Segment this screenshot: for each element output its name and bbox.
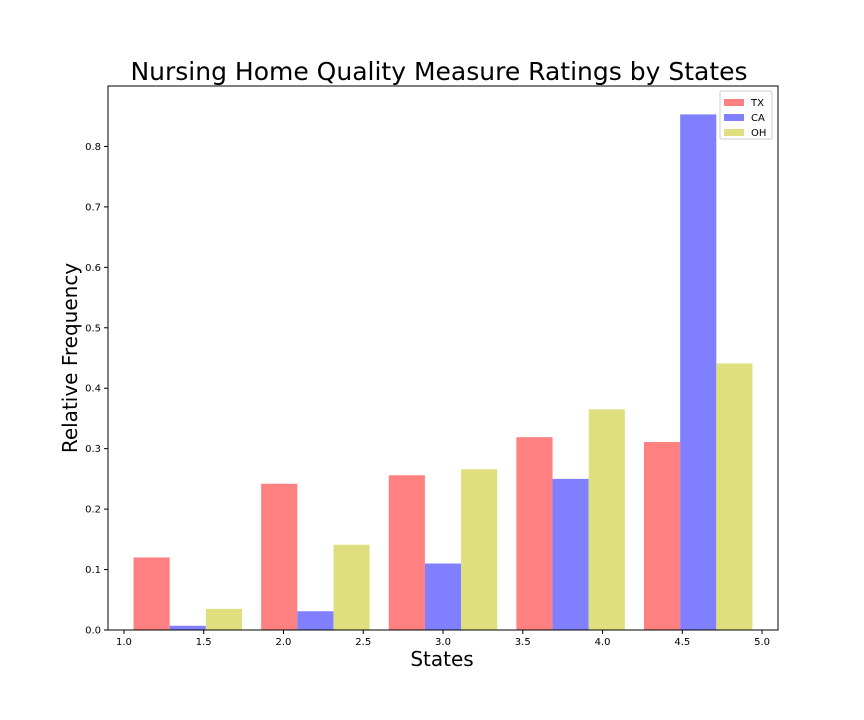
legend-label-CA: CA bbox=[751, 113, 765, 124]
y-tick-label: 0.6 bbox=[85, 263, 101, 274]
bar-CA-3 bbox=[552, 478, 589, 630]
bar-TX-4 bbox=[644, 442, 681, 630]
bar-CA-2 bbox=[424, 563, 462, 630]
y-tick-label: 0.8 bbox=[85, 142, 101, 153]
bar-TX-3 bbox=[516, 437, 553, 630]
x-tick-label: 3.5 bbox=[515, 637, 531, 648]
x-tick-label: 4.5 bbox=[674, 637, 690, 648]
bar-OH-4 bbox=[716, 363, 753, 630]
legend-swatch-TX bbox=[724, 99, 744, 106]
bar-OH-3 bbox=[588, 409, 625, 630]
y-tick-label: 0.0 bbox=[85, 626, 101, 637]
y-tick-label: 0.1 bbox=[85, 565, 101, 576]
y-axis-label: Relative Frequency bbox=[58, 263, 82, 453]
legend-label-OH: OH bbox=[751, 128, 766, 139]
bar-OH-0 bbox=[205, 608, 242, 630]
x-axis: 1.0 1.5 2.0 2.5 3.0 3.5 4.0 4.5 5.0 bbox=[116, 630, 770, 648]
y-tick-label: 0.3 bbox=[85, 444, 101, 455]
y-tick-label: 0.5 bbox=[85, 323, 101, 334]
y-tick-label: 0.4 bbox=[85, 384, 101, 395]
chart-title: Nursing Home Quality Measure Ratings by … bbox=[130, 57, 747, 86]
bar-CA-4 bbox=[680, 114, 717, 631]
bar-OH-2 bbox=[461, 469, 498, 630]
bar-CA-1 bbox=[297, 611, 334, 630]
x-tick-label: 1.5 bbox=[196, 637, 212, 648]
x-tick-label: 2.5 bbox=[355, 637, 371, 648]
y-axis: 0.0 0.1 0.2 0.3 0.4 0.5 0.6 0.7 0.8 bbox=[85, 142, 108, 637]
bars-group bbox=[133, 114, 753, 631]
bar-TX-0 bbox=[133, 557, 170, 630]
x-tick-label: 4.0 bbox=[595, 637, 611, 648]
bar-CA-0 bbox=[169, 625, 206, 630]
x-tick-label: 2.0 bbox=[276, 637, 292, 648]
x-tick-label: 3.0 bbox=[435, 637, 451, 648]
bar-OH-1 bbox=[333, 544, 370, 630]
legend-label-TX: TX bbox=[750, 98, 764, 109]
legend-swatch-CA bbox=[724, 114, 744, 121]
y-tick-label: 0.2 bbox=[85, 505, 101, 516]
bar-TX-1 bbox=[261, 483, 298, 630]
legend-swatch-OH bbox=[724, 129, 744, 136]
x-axis-label: States bbox=[410, 647, 473, 671]
y-tick-label: 0.7 bbox=[85, 202, 101, 213]
legend: TX CA OH bbox=[719, 90, 773, 140]
x-tick-label: 5.0 bbox=[754, 637, 770, 648]
bar-TX-2 bbox=[388, 475, 425, 630]
x-tick-label: 1.0 bbox=[116, 637, 132, 648]
